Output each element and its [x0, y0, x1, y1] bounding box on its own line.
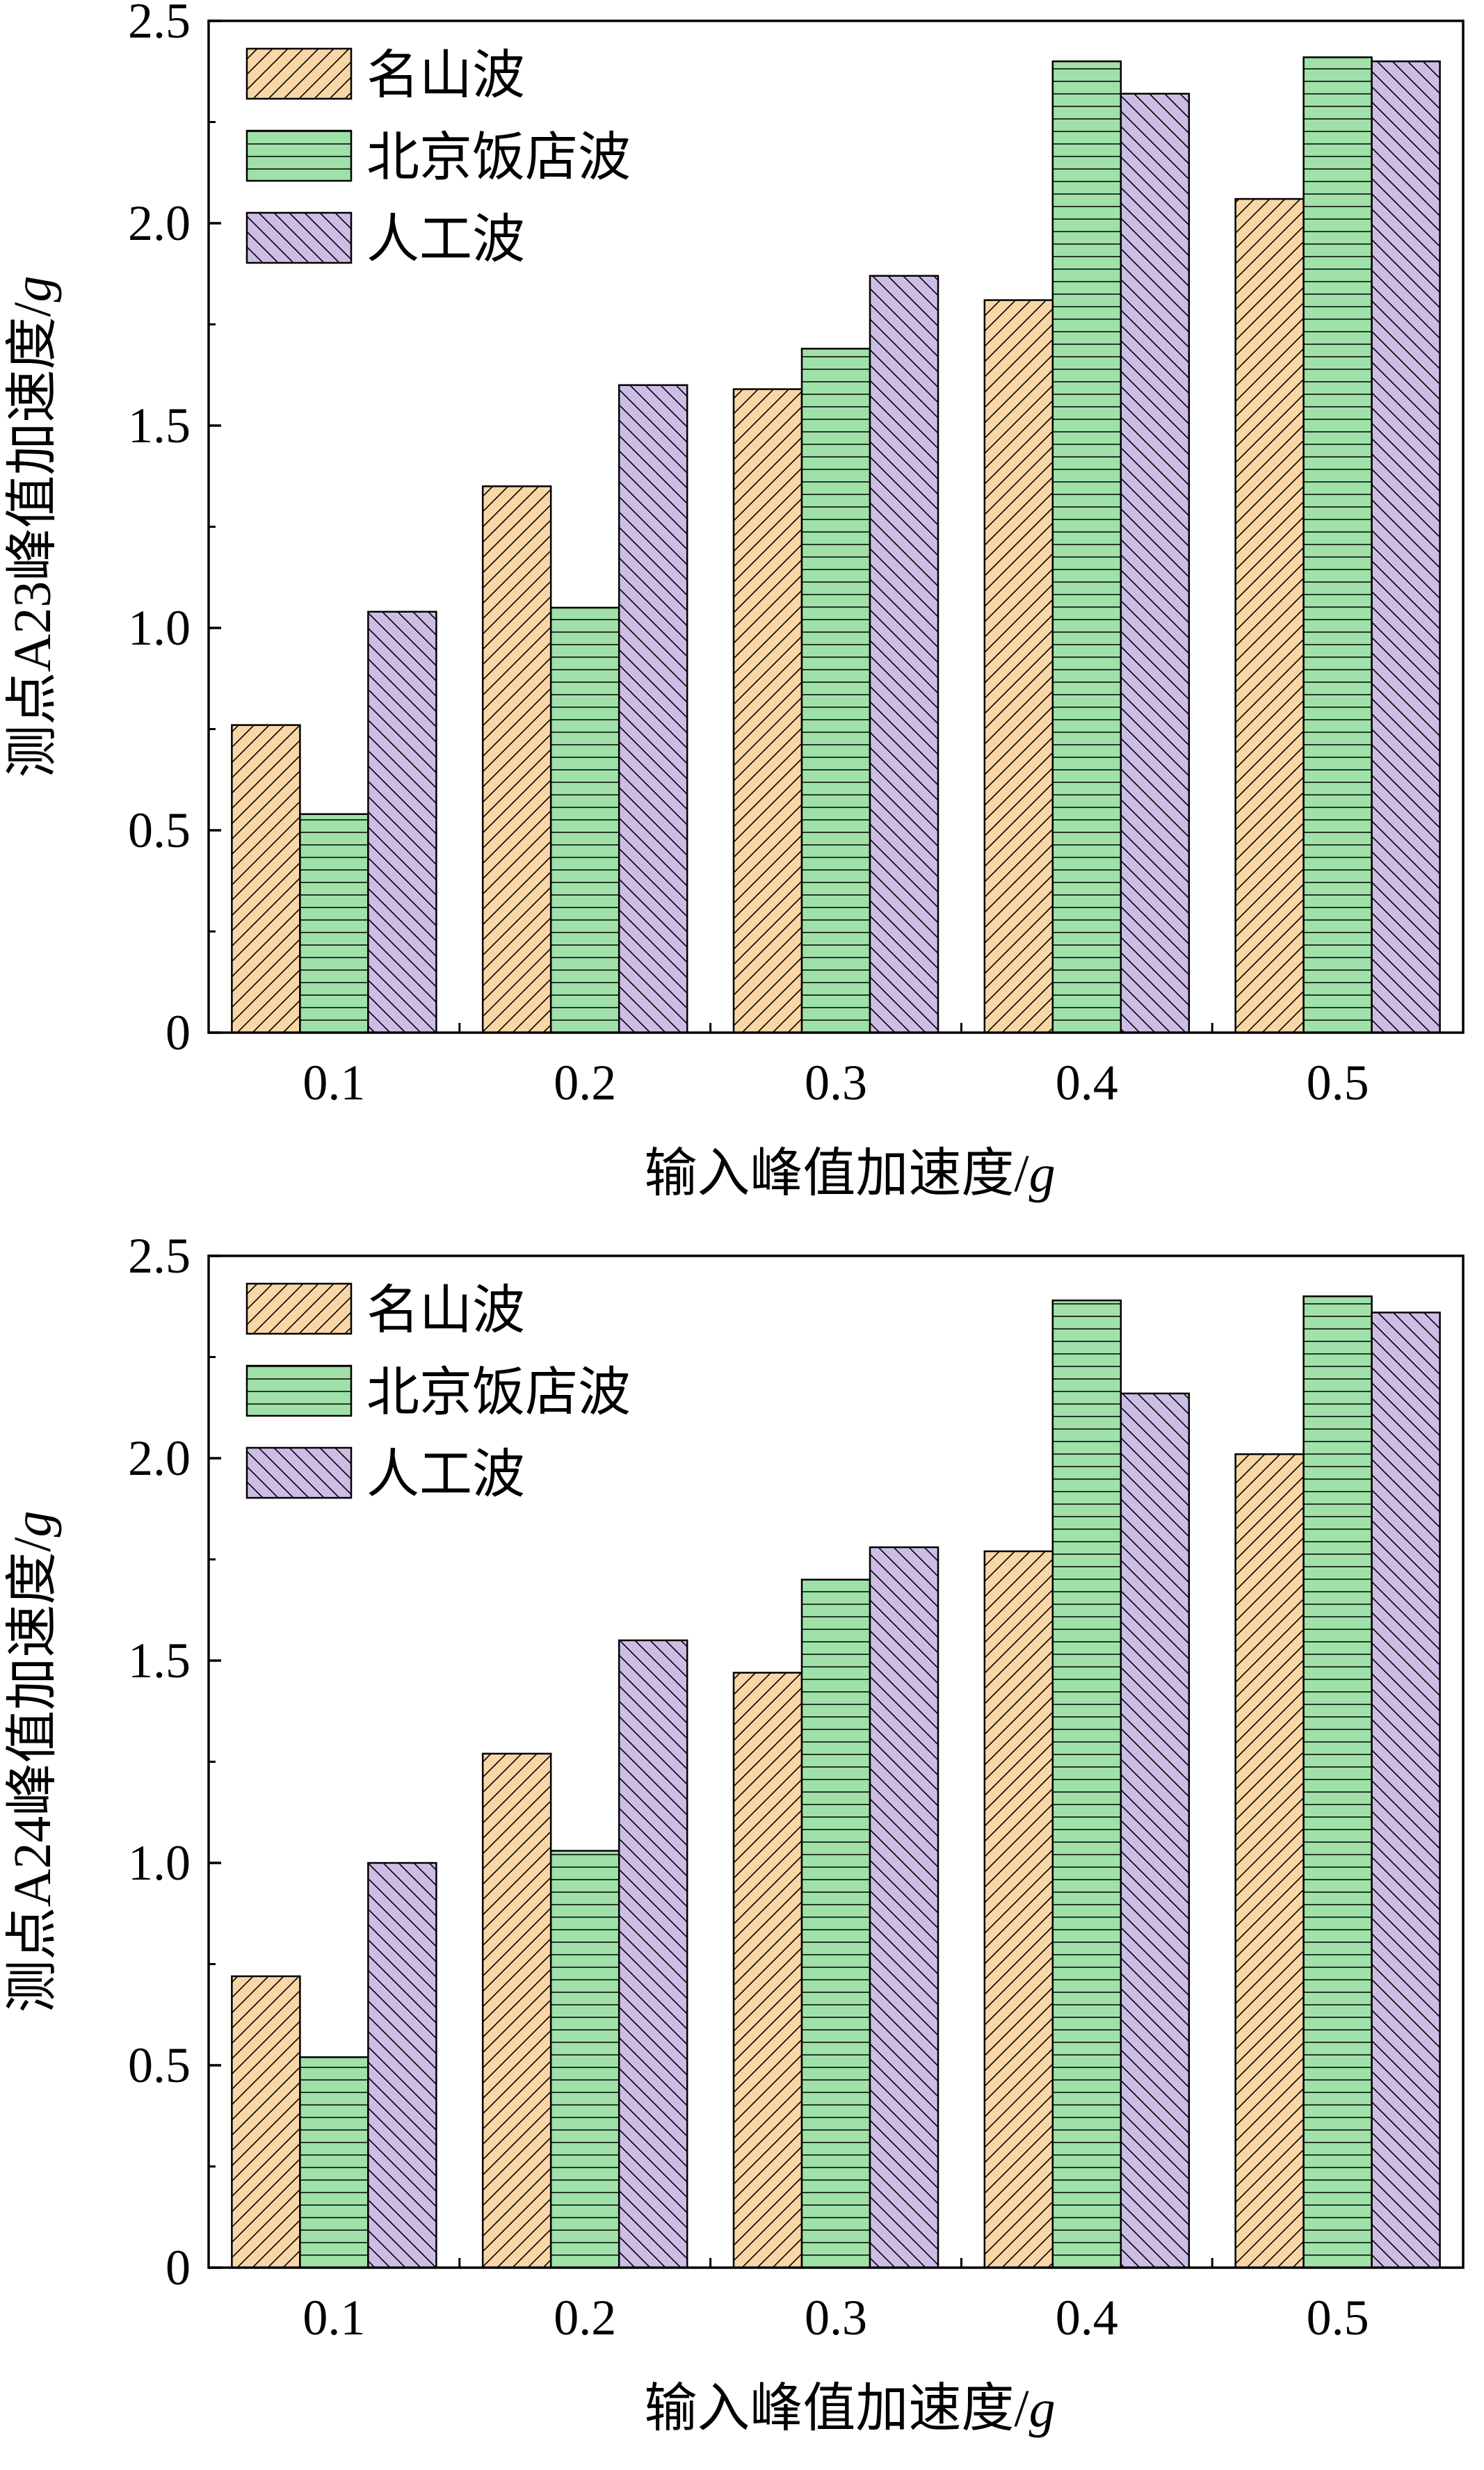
x-tick-label: 0.4 — [1056, 1055, 1118, 1111]
chart-top: 0 0.5 1.0 1.5 2.0 2.5 0.1 0.2 0.3 0.4 0.5 输入峰值加速度/g… — [3, 0, 1465, 1203]
legend-swatch-2 — [245, 1364, 353, 1417]
y-tick-label: 1.0 — [128, 1835, 191, 1891]
bar-5-series-2 — [1302, 56, 1373, 1034]
x-axis-label-unit: g — [1029, 1145, 1056, 1203]
bar-1-series-1 — [231, 724, 301, 1034]
bar-4-series-3 — [1120, 1392, 1191, 2269]
y-tick-label: 1.5 — [128, 398, 191, 453]
bar-1-series-2 — [299, 2056, 369, 2269]
x-tick-label: 0.2 — [554, 2290, 616, 2346]
y-axis-label: 测点A23峰值加速度/g — [3, 276, 62, 778]
bar-2-series-1 — [481, 1752, 552, 2269]
x-tick-label: 0.3 — [805, 1055, 867, 1111]
legend-swatch-3 — [245, 211, 353, 264]
x-axis-label-unit: g — [1029, 2380, 1056, 2438]
y-axis-label-main: 测点A24峰值加速度/ — [3, 1537, 62, 2013]
legend-label-3: 人工波 — [366, 1446, 525, 1504]
y-axis-label-main: 测点A23峰值加速度/ — [3, 302, 62, 778]
legend-swatch-1 — [245, 1282, 353, 1335]
bar-2-series-2 — [549, 1850, 620, 2269]
legend-swatch-1 — [245, 47, 353, 100]
bar-3-series-1 — [732, 388, 803, 1034]
bar-3-series-2 — [800, 348, 871, 1034]
legend-label-1: 名山波 — [366, 47, 525, 105]
x-axis-label-main: 输入峰值加速度/ — [644, 2380, 1029, 2438]
x-axis-label-main: 输入峰值加速度/ — [644, 1145, 1029, 1203]
chart-bottom: 0 0.5 1.0 1.5 2.0 2.5 0.1 0.2 0.3 0.4 0.5 输入峰值加速度/g… — [0, 1235, 1484, 2470]
x-tick-label: 0.3 — [805, 2290, 867, 2346]
y-tick-label: 1.5 — [128, 1633, 191, 1688]
y-tick-label: 1.0 — [128, 600, 191, 656]
x-tick-label: 0.1 — [303, 1055, 365, 1111]
bar-4-series-1 — [983, 1550, 1054, 2269]
y-tick-label: 2.5 — [128, 0, 191, 49]
y-tick-label: 0.5 — [128, 2037, 191, 2093]
legend-label-2: 北京饭店波 — [366, 1364, 631, 1422]
bar-3-series-2 — [800, 1579, 871, 2269]
bar-5-series-3 — [1371, 60, 1441, 1034]
bar-2-series-3 — [618, 1639, 688, 2269]
bar-1-series-1 — [231, 1975, 301, 2269]
y-axis-label: 测点A24峰值加速度/g — [3, 1511, 62, 2013]
bar-4-series-2 — [1051, 60, 1122, 1034]
y-tick-label: 0.5 — [128, 802, 191, 858]
bar-3-series-3 — [869, 1546, 939, 2269]
bar-1-series-2 — [299, 813, 369, 1034]
x-tick-label: 0.1 — [303, 2290, 365, 2346]
x-tick-label: 0.2 — [554, 1055, 616, 1111]
x-axis-label: 输入峰值加速度/g — [644, 2380, 1055, 2438]
x-tick-label: 0.5 — [1307, 2290, 1369, 2346]
legend-label-2: 北京饭店波 — [366, 129, 631, 187]
y-axis-label-unit: g — [3, 1511, 62, 1537]
bar-5-series-1 — [1234, 197, 1305, 1034]
y-tick-label: 0 — [166, 2240, 191, 2295]
bar-5-series-3 — [1371, 1311, 1441, 2269]
bar-2-series-1 — [481, 485, 552, 1034]
bar-2-series-2 — [549, 606, 620, 1034]
legend-label-3: 人工波 — [366, 211, 525, 269]
legend-label-1: 名山波 — [366, 1282, 525, 1340]
bar-1-series-3 — [367, 611, 437, 1034]
y-tick-label: 2.0 — [128, 1430, 191, 1486]
bar-5-series-2 — [1302, 1295, 1373, 2269]
x-tick-label: 0.5 — [1307, 1055, 1369, 1111]
chart-top-svg: 0 0.5 1.0 1.5 2.0 2.5 0.1 0.2 0.3 0.4 0.5 输入峰值加速度/g… — [3, 0, 1465, 1203]
bar-5-series-1 — [1234, 1453, 1305, 2269]
bar-4-series-1 — [983, 299, 1054, 1034]
y-tick-label: 2.5 — [128, 1235, 191, 1284]
x-axis-label: 输入峰值加速度/g — [644, 1145, 1055, 1203]
y-tick-label: 0 — [166, 1005, 191, 1060]
legend-swatch-3 — [245, 1446, 353, 1499]
bar-4-series-3 — [1120, 92, 1191, 1034]
chart-bottom-svg: 0 0.5 1.0 1.5 2.0 2.5 0.1 0.2 0.3 0.4 0.5 输入峰值加速度/g… — [3, 1235, 1465, 2438]
x-tick-label: 0.4 — [1056, 2290, 1118, 2346]
plot-area — [231, 56, 1441, 1034]
bar-3-series-1 — [732, 1672, 803, 2269]
legend-swatch-2 — [245, 129, 353, 182]
y-tick-label: 2.0 — [128, 195, 191, 251]
bar-3-series-3 — [869, 275, 939, 1034]
y-axis-label-unit: g — [3, 276, 62, 302]
bar-2-series-3 — [618, 384, 688, 1034]
bar-1-series-3 — [367, 1862, 437, 2269]
plot-area — [231, 1295, 1441, 2269]
bar-4-series-2 — [1051, 1299, 1122, 2269]
